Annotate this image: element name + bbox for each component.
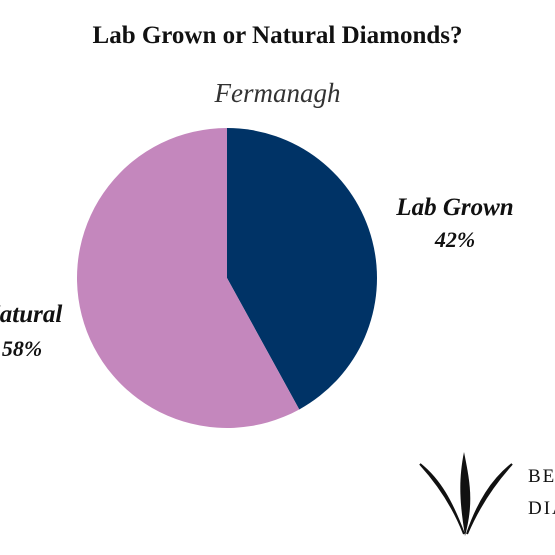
pie-slices	[77, 128, 378, 428]
pie-slice-lab-grown	[227, 128, 378, 410]
brand-logo	[418, 452, 555, 540]
slice-percent-label: 58%	[2, 336, 42, 361]
pie-labels: Lab Grown 42% Natural 58%	[0, 194, 514, 361]
chart-title: Lab Grown or Natural Diamonds?	[92, 22, 463, 49]
slice-name-label: Natural	[0, 301, 62, 328]
slice-name-label: Lab Grown	[395, 194, 513, 221]
chart-subtitle: Fermanagh	[214, 78, 341, 108]
diamond-logo-icon	[419, 452, 513, 536]
logo-text-line2: DIA	[528, 498, 555, 519]
pie-slice-natural	[77, 128, 300, 428]
slice-percent-label: 42%	[434, 227, 475, 252]
logo-text-line1: BE	[528, 466, 555, 487]
